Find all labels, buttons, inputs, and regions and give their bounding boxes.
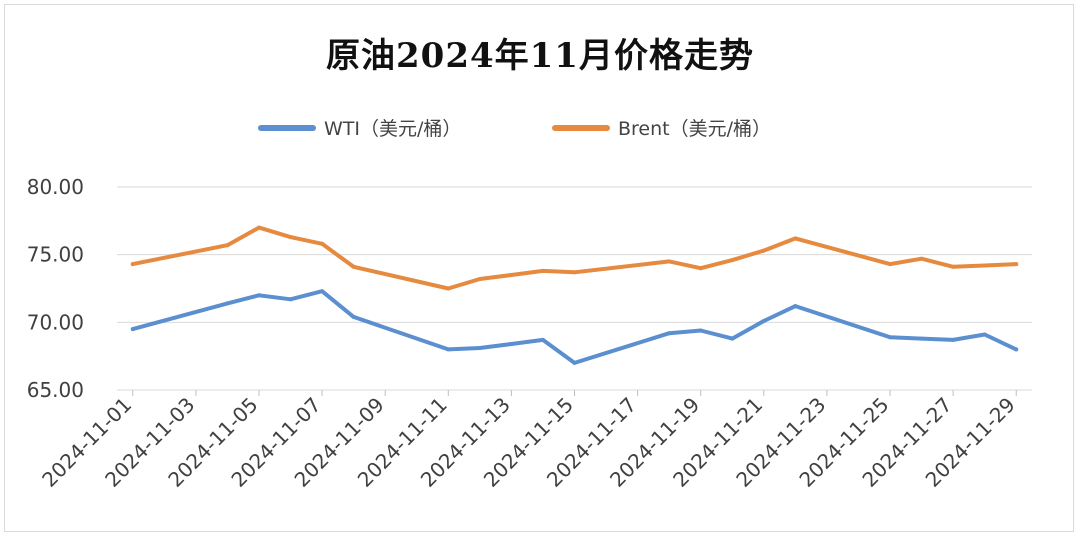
series-0-point-9 <box>540 337 545 342</box>
series-0-point-18 <box>951 337 956 342</box>
series-0-point-5 <box>351 314 356 319</box>
series-1-point-14 <box>761 248 766 253</box>
series-1-point-4 <box>320 241 325 246</box>
series-1-point-7 <box>477 277 482 281</box>
legend-label-wti: WTI（美元/桶） <box>324 118 462 140</box>
y-tick-label-1: 70.00 <box>27 310 84 334</box>
series-1-point-19 <box>982 263 987 268</box>
series-1-point-8 <box>509 273 514 277</box>
series-1-point-18 <box>951 264 956 269</box>
legend-item-brent: Brent（美元/桶） <box>552 114 771 141</box>
series-1-point-16 <box>888 262 892 267</box>
chart-title: 原油2024年11月价格走势 <box>326 36 754 76</box>
y-tick-label-2: 75.00 <box>27 243 84 267</box>
series-0-point-1 <box>225 301 230 306</box>
series-0-point-4 <box>320 289 325 294</box>
series-0-point-13 <box>730 336 735 341</box>
series-1-point-0 <box>130 262 135 267</box>
legend-label-brent: Brent（美元/桶） <box>618 118 772 140</box>
chart-frame <box>4 4 1074 532</box>
series-1-point-9 <box>540 268 545 273</box>
series-0-point-0 <box>130 327 135 332</box>
series-0-point-20 <box>1014 347 1019 352</box>
series-1-point-3 <box>288 235 293 240</box>
series-1-point-1 <box>225 243 230 248</box>
series-0-point-12 <box>698 328 703 333</box>
series-0-point-17 <box>919 336 924 341</box>
y-tick-label-0: 65.00 <box>27 378 84 402</box>
series-1-point-11 <box>667 259 672 264</box>
series-1-point-17 <box>919 256 924 261</box>
series-1-point-12 <box>698 266 703 271</box>
legend-swatch-wti <box>258 124 316 131</box>
series-1-point-5 <box>351 264 356 269</box>
series-0-point-11 <box>667 331 672 336</box>
series-0-point-7 <box>477 346 482 350</box>
series-0-point-15 <box>793 304 798 309</box>
series-0-point-2 <box>257 293 261 298</box>
series-0-point-16 <box>888 335 892 340</box>
series-0-point-6 <box>446 347 451 352</box>
series-0-point-8 <box>509 342 514 346</box>
legend-item-wti: WTI（美元/桶） <box>258 114 461 141</box>
series-line-0 <box>130 289 1019 365</box>
series-1-point-20 <box>1014 262 1019 267</box>
legend-swatch-brent <box>552 124 610 131</box>
series-0-point-3 <box>288 297 293 302</box>
series-0-point-10 <box>572 360 577 365</box>
series-1-point-6 <box>446 286 451 291</box>
series-1-point-15 <box>793 236 798 241</box>
series-line-1 <box>130 225 1019 291</box>
series-1-point-13 <box>730 258 735 263</box>
y-tick-label-3: 80.00 <box>27 175 84 199</box>
series-0-point-14 <box>761 319 766 323</box>
series-1-point-2 <box>257 225 261 230</box>
series-1-point-10 <box>572 270 577 275</box>
chart-legend: WTI（美元/桶） Brent（美元/桶） <box>0 114 1080 144</box>
series-0-point-19 <box>982 332 987 337</box>
